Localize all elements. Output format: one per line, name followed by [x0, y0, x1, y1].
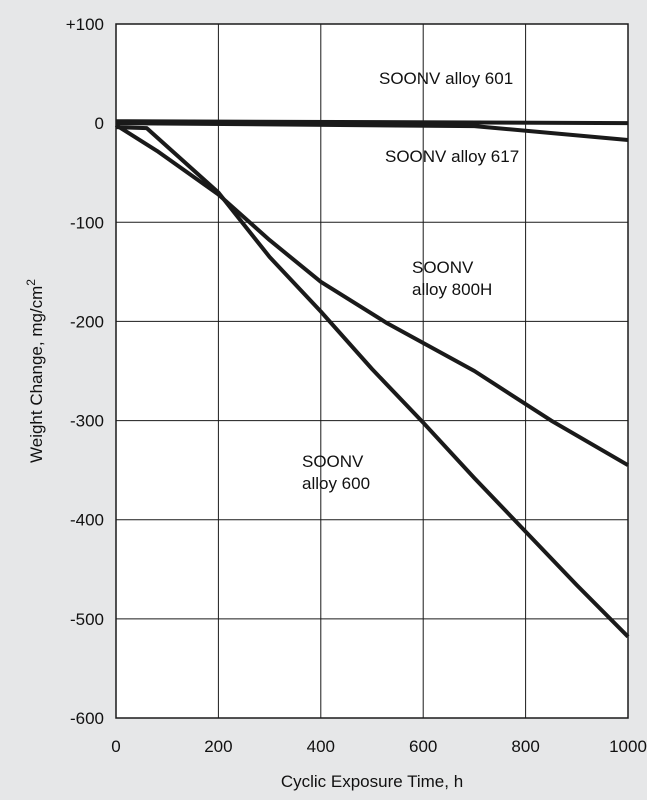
y-tick-label: -200 [70, 312, 104, 331]
series-label-line: alloy 600 [302, 474, 370, 493]
y-tick-label: -600 [70, 709, 104, 728]
series-line-2 [114, 123, 630, 467]
x-axis-title: Cyclic Exposure Time, h [281, 772, 463, 791]
y-tick-label: -100 [70, 213, 104, 232]
y-axis-title-text: Weight Change, mg/cm [27, 286, 46, 463]
x-tick-label: 400 [307, 737, 335, 756]
x-tick-label: 800 [511, 737, 539, 756]
y-axis-title: Weight Change, mg/cm2 [24, 279, 46, 463]
series-label-line: SOONV [412, 258, 474, 277]
series-line-1 [115, 121, 629, 142]
series-label-line: SOONV alloy 617 [385, 147, 519, 166]
y-tick-label: -400 [70, 511, 104, 530]
series-label-line: SOONV alloy 601 [379, 69, 513, 88]
y-axis-title-superscript: 2 [24, 279, 38, 286]
series-line-0 [115, 119, 629, 126]
x-tick-label: 0 [111, 737, 120, 756]
x-tick-label: 600 [409, 737, 437, 756]
series-label-0: SOONV alloy 601 [379, 69, 513, 88]
y-tick-label: -500 [70, 610, 104, 629]
series-line-3 [115, 125, 630, 639]
plot-frame [115, 23, 629, 719]
series-label-1: SOONV alloy 617 [385, 147, 519, 166]
y-tick-label: +100 [66, 15, 104, 34]
x-tick-label: 200 [204, 737, 232, 756]
series-label-line: SOONV [302, 452, 364, 471]
y-tick-label: 0 [95, 114, 104, 133]
series-label-3: SOONV alloy 600 [302, 452, 370, 493]
series-label-line: alloy 800H [412, 280, 492, 299]
y-tick-label: -300 [70, 412, 104, 431]
x-tick-label: 1000 [609, 737, 647, 756]
series-label-2: SOONV alloy 800H [412, 258, 492, 299]
